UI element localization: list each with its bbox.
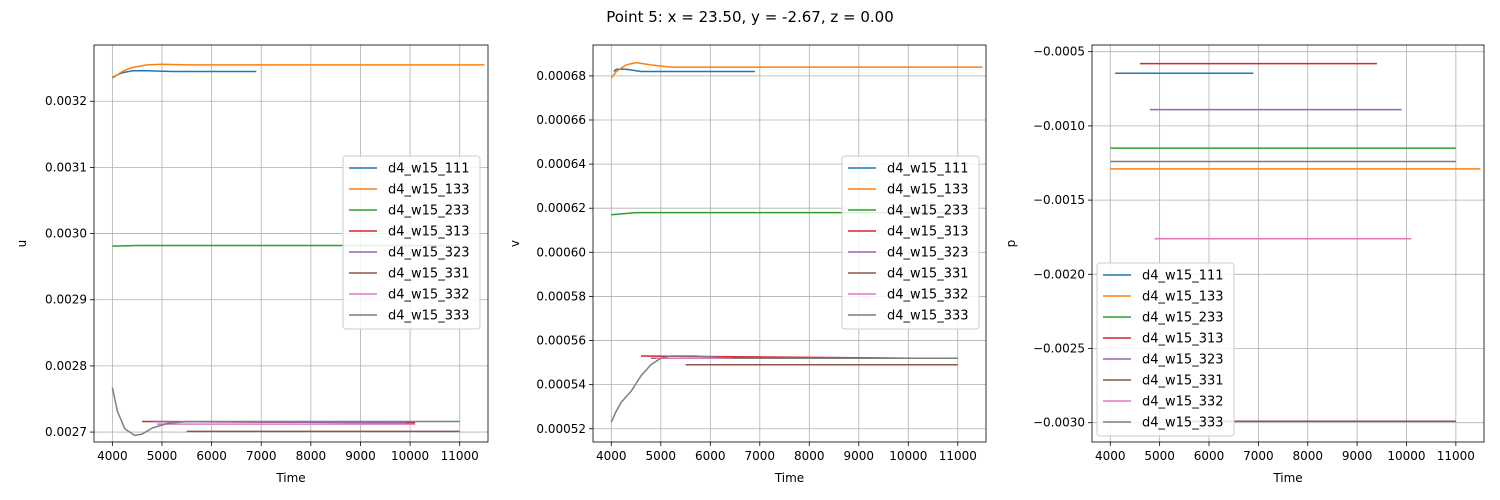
v-y-tick-label: 0.00052	[536, 422, 586, 436]
v-x-tick-label: 8000	[794, 449, 825, 463]
v-legend-label-d4_w15_332: d4_w15_332	[887, 288, 969, 303]
v-legend: d4_w15_111 d4_w15_133 d4_w15_233 d4_w15_313…	[841, 155, 980, 330]
p-subplot: 4000 5000 6000 7000 8000 9000 10000 11000 −0.003…	[1004, 44, 1485, 485]
u-y-tick-label: 0.0028	[45, 359, 87, 373]
v-series-line-d4_w15_233	[611, 211, 958, 216]
p-x-tick-label: 10000	[1387, 449, 1425, 463]
p-y-tick-label: −0.0010	[1033, 119, 1085, 133]
p-x-tick-label: 11000	[1437, 449, 1475, 463]
p-x-tick-label: 4000	[1095, 449, 1126, 463]
u-subplot: 4000 5000 6000 7000 8000 9000 10000 11000 0.0027…	[15, 44, 489, 485]
p-x-tick-label: 9000	[1342, 449, 1373, 463]
v-x-tick-label: 10000	[889, 449, 927, 463]
p-legend-label-d4_w15_323: d4_w15_323	[1142, 353, 1224, 368]
u-y-tick-label: 0.0030	[45, 227, 87, 241]
u-x-tick-label: 9000	[345, 449, 376, 463]
p-legend-label-d4_w15_331: d4_w15_331	[1142, 374, 1224, 389]
u-y-tick-label: 0.0032	[45, 94, 87, 108]
u-x-tick-label: 5000	[147, 449, 178, 463]
v-y-tick-label: 0.00054	[536, 378, 586, 392]
u-series-line-d4_w15_233	[112, 244, 460, 247]
v-subplot: 4000 5000 6000 7000 8000 9000 10000 11000 0.0005…	[508, 44, 987, 485]
u-x-tick-label: 8000	[296, 449, 327, 463]
p-legend-label-d4_w15_233: d4_w15_233	[1142, 311, 1224, 326]
v-y-tick-label: 0.00058	[536, 289, 586, 303]
p-x-tick-label: 5000	[1144, 449, 1175, 463]
u-legend-label-d4_w15_133: d4_w15_133	[388, 183, 470, 198]
v-series-line-d4_w15_133	[610, 61, 983, 79]
v-series-line-d4_w15_111	[613, 68, 755, 73]
u-legend: d4_w15_111 d4_w15_133 d4_w15_233 d4_w15_313…	[342, 155, 481, 330]
p-legend-label-d4_w15_111: d4_w15_111	[1142, 269, 1224, 284]
p-legend-label-d4_w15_332: d4_w15_332	[1142, 395, 1224, 410]
u-legend-label-d4_w15_331: d4_w15_331	[388, 267, 470, 282]
v-legend-label-d4_w15_333: d4_w15_333	[887, 309, 969, 324]
u-legend-label-d4_w15_313: d4_w15_313	[388, 225, 470, 240]
u-legend-label-d4_w15_332: d4_w15_332	[388, 288, 470, 303]
p-x-tick-label: 6000	[1194, 449, 1225, 463]
p-legend-box	[1096, 262, 1235, 437]
v-y-tick-label: 0.00064	[536, 157, 586, 171]
u-legend-label-d4_w15_111: d4_w15_111	[388, 162, 470, 177]
u-x-tick-label: 10000	[391, 449, 429, 463]
v-legend-label-d4_w15_233: d4_w15_233	[887, 204, 969, 219]
v-x-tick-label: 7000	[745, 449, 776, 463]
v-series-line-d4_w15_333	[610, 355, 958, 423]
v-y-tick-label: 0.00060	[536, 245, 586, 259]
u-series-line-d4_w15_333	[111, 387, 460, 437]
v-x-tick-label: 5000	[646, 449, 677, 463]
u-legend-label-d4_w15_333: d4_w15_333	[388, 309, 470, 324]
p-x-axis-label: Time	[1272, 471, 1302, 485]
p-legend: d4_w15_111 d4_w15_133 d4_w15_233 d4_w15_313…	[1096, 262, 1235, 437]
u-y-tick-label: 0.0027	[45, 425, 87, 439]
p-y-tick-label: −0.0020	[1033, 267, 1085, 281]
p-legend-label-d4_w15_133: d4_w15_133	[1142, 290, 1224, 305]
p-y-tick-label: −0.0015	[1033, 193, 1085, 207]
v-y-axis-label: v	[508, 240, 522, 247]
p-x-tick-label: 7000	[1243, 449, 1274, 463]
v-x-tick-label: 4000	[596, 449, 627, 463]
v-x-tick-label: 6000	[695, 449, 726, 463]
p-legend-label-d4_w15_333: d4_w15_333	[1142, 416, 1224, 431]
v-legend-label-d4_w15_331: d4_w15_331	[887, 267, 969, 282]
p-axes-frame	[1091, 44, 1485, 443]
p-y-tick-label: −0.0025	[1033, 342, 1085, 356]
u-legend-box	[342, 155, 481, 330]
u-legend-label-d4_w15_323: d4_w15_323	[388, 246, 470, 261]
u-y-tick-label: 0.0031	[45, 160, 87, 174]
v-legend-label-d4_w15_313: d4_w15_313	[887, 225, 969, 240]
v-x-axis-label: Time	[774, 471, 804, 485]
v-y-tick-label: 0.00062	[536, 201, 586, 215]
u-x-tick-label: 7000	[246, 449, 277, 463]
p-legend-label-d4_w15_313: d4_w15_313	[1142, 332, 1224, 347]
v-x-tick-label: 9000	[844, 449, 875, 463]
v-legend-label-d4_w15_133: d4_w15_133	[887, 183, 969, 198]
v-y-tick-label: 0.00066	[536, 113, 586, 127]
figure-title: Point 5: x = 23.50, y = -2.67, z = 0.00	[606, 8, 894, 26]
p-y-tick-label: −0.0005	[1033, 45, 1085, 59]
v-x-tick-label: 11000	[939, 449, 977, 463]
u-x-tick-label: 11000	[441, 449, 479, 463]
v-y-tick-label: 0.00056	[536, 334, 586, 348]
u-y-axis-label: u	[15, 240, 29, 248]
v-legend-label-d4_w15_111: d4_w15_111	[887, 162, 969, 177]
u-x-tick-label: 6000	[196, 449, 227, 463]
u-axes-frame	[93, 44, 489, 443]
p-x-tick-label: 8000	[1292, 449, 1323, 463]
u-x-axis-label: Time	[275, 471, 305, 485]
p-y-axis-label: p	[1004, 240, 1018, 248]
v-axes-frame	[592, 44, 987, 443]
v-y-tick-label: 0.00068	[536, 69, 586, 83]
p-y-tick-label: −0.0030	[1033, 416, 1085, 430]
u-y-tick-label: 0.0029	[45, 293, 87, 307]
u-x-tick-label: 4000	[97, 449, 128, 463]
u-series-line-d4_w15_133	[111, 63, 485, 79]
v-legend-box	[841, 155, 980, 330]
v-legend-label-d4_w15_323: d4_w15_323	[887, 246, 969, 261]
u-legend-label-d4_w15_233: d4_w15_233	[388, 204, 470, 219]
